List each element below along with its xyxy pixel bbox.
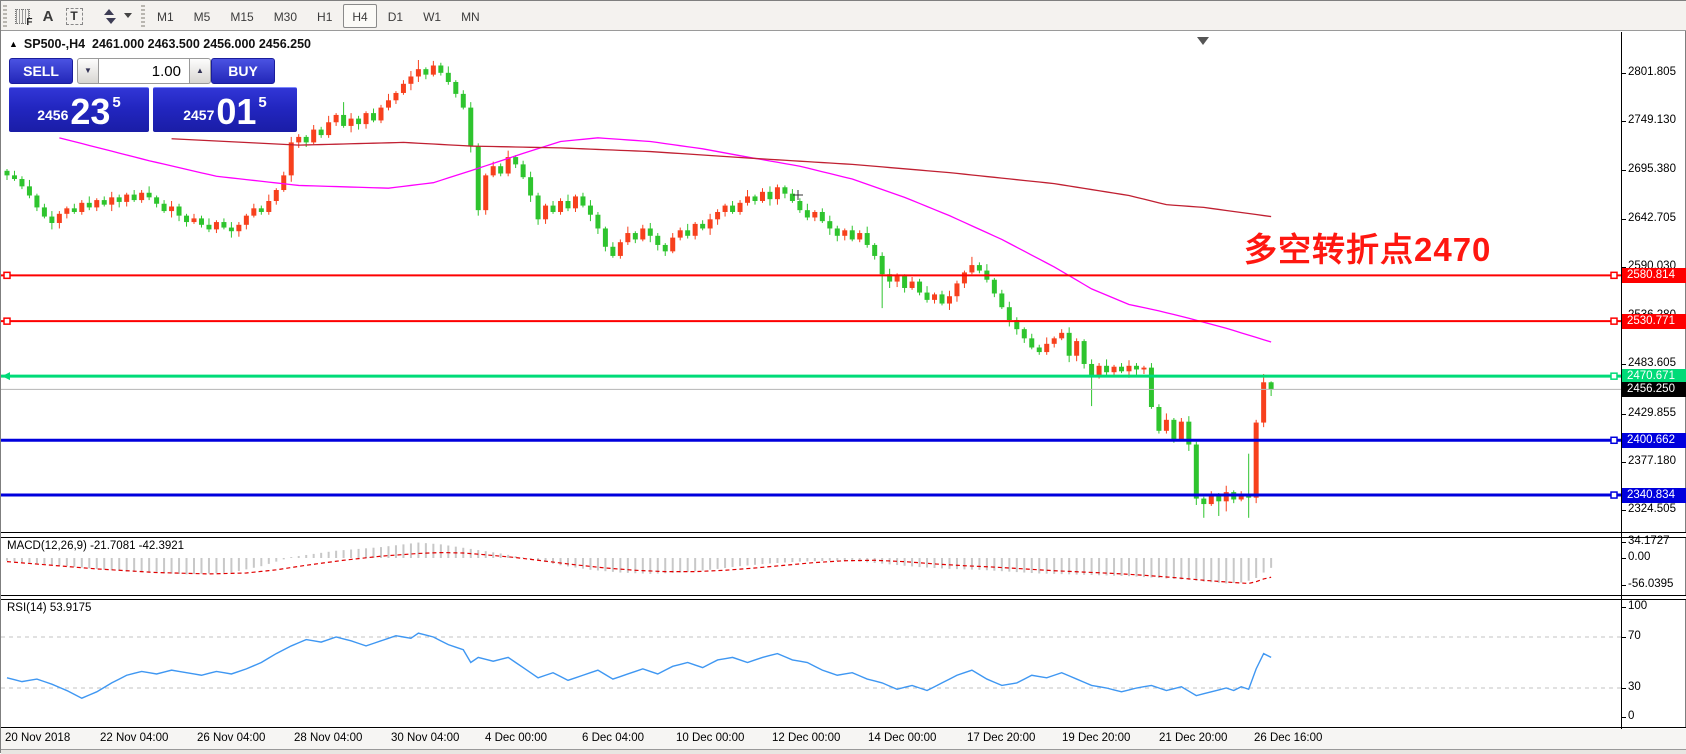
- indicator-scale-label: 0: [1628, 710, 1635, 722]
- time-scale-label: 20 Nov 2018: [5, 732, 71, 744]
- buy-price-big: 01: [216, 91, 257, 132]
- buy-price-sup: 5: [258, 94, 267, 111]
- time-scale-label: 28 Nov 04:00: [294, 732, 363, 744]
- price-tick: [1621, 461, 1626, 463]
- price-scale-label: 2483.605: [1628, 357, 1676, 370]
- time-scale-label: 12 Dec 00:00: [772, 732, 841, 744]
- timeframe-button-m5[interactable]: M5: [193, 10, 211, 24]
- price-tag: 2400.662: [1622, 432, 1686, 448]
- dropdown-caret-icon[interactable]: [124, 13, 132, 18]
- indicator-tick: [1621, 542, 1626, 543]
- toolbar: F A T M1 M5 M15 M30 H1 H4 D1 W1 MN: [1, 1, 1686, 31]
- indicator-scale-label: 0.00: [1628, 551, 1651, 563]
- time-scale-label: 21 Dec 20:00: [1159, 732, 1228, 744]
- price-tick: [1621, 73, 1626, 74]
- ohlc-values: 2461.000 2463.500 2456.000 2456.250: [92, 37, 311, 51]
- indicator-scale-label: 100: [1628, 600, 1648, 612]
- price-tick: [1621, 170, 1626, 172]
- price-axis-border: [1621, 32, 1622, 749]
- time-scale-label: 22 Nov 04:00: [100, 732, 169, 744]
- rsi-panel-canvas[interactable]: [1, 600, 1621, 727]
- timeframe-toolbar: M1 M5 M15 M30 H1 H4 D1 W1 MN: [147, 3, 490, 29]
- timeframe-button-h4[interactable]: H4: [343, 4, 377, 28]
- text-label-icon[interactable]: T: [63, 4, 85, 28]
- volume-input[interactable]: [99, 58, 189, 84]
- time-scale-label: 30 Nov 04:00: [391, 732, 460, 744]
- chart-header: ▲ SP500-,H4 2461.000 2463.500 2456.000 24…: [9, 37, 311, 51]
- timeframe-button-w1[interactable]: W1: [423, 10, 442, 24]
- indicator-tick: [1621, 688, 1626, 689]
- indicator-scale-label: 34.1727: [1628, 535, 1670, 547]
- indicator-tick: [1621, 717, 1626, 718]
- timeframe-button-h1[interactable]: H1: [317, 10, 333, 24]
- toolbar-gripper[interactable]: [3, 5, 7, 27]
- symbol-title: SP500-,H4: [23, 37, 86, 51]
- price-tag: 2340.834: [1622, 487, 1686, 503]
- indicator-tick: [1621, 607, 1626, 608]
- sell-price-big: 23: [70, 91, 111, 132]
- time-scale-label: 14 Dec 00:00: [868, 732, 937, 744]
- indicator-tick: [1621, 585, 1626, 586]
- price-scale-label: 2801.805: [1628, 66, 1676, 78]
- grid-f-icon[interactable]: F: [9, 4, 35, 28]
- toolbar-gripper-2[interactable]: [141, 5, 145, 27]
- price-scale-label: 2429.855: [1628, 406, 1676, 419]
- price-scale-label: 2642.705: [1628, 211, 1676, 224]
- panel-separator[interactable]: [1, 532, 1686, 538]
- volume-increase-button[interactable]: ▲: [189, 58, 211, 84]
- volume-decrease-button[interactable]: ▼: [77, 58, 99, 84]
- price-scale-label: 2324.505: [1628, 503, 1676, 515]
- data-window-arrow-icon[interactable]: ▲: [9, 39, 18, 49]
- price-tick: [1621, 218, 1626, 220]
- indicator-scale-label: 70: [1628, 630, 1641, 642]
- time-scale-label: 17 Dec 20:00: [967, 732, 1036, 744]
- timeframe-button-m15[interactable]: M15: [230, 10, 254, 24]
- grid-icon: F: [14, 8, 33, 27]
- price-tag: 2530.771: [1622, 313, 1686, 329]
- price-scale-label: 2749.130: [1628, 114, 1676, 127]
- chart-annotation-text: 多空转折点2470: [1244, 231, 1492, 268]
- time-scale-label: 26 Nov 04:00: [197, 732, 266, 744]
- price-tick: [1621, 510, 1626, 511]
- price-tick: [1621, 364, 1626, 366]
- time-scale-label: 19 Dec 20:00: [1062, 732, 1131, 744]
- indicator-tick: [1621, 558, 1626, 559]
- time-scale-label: 4 Dec 00:00: [485, 732, 548, 744]
- buy-price-small: 2457: [183, 107, 215, 123]
- price-tick: [1621, 413, 1626, 415]
- macd-label: MACD(12,26,9) -21.7081 -42.3921: [7, 540, 185, 552]
- buy-price-box[interactable]: 2457 01 5: [153, 87, 297, 132]
- window-bottom-edge: [1, 749, 1686, 754]
- sell-button[interactable]: SELL: [9, 58, 73, 84]
- price-tag: 2580.814: [1622, 267, 1686, 283]
- time-scale[interactable]: 20 Nov 2018 22 Nov 04:00 26 Nov 04:00 28 No…: [1, 729, 1686, 749]
- time-scale-label: 26 Dec 16:00: [1254, 732, 1323, 744]
- font-a-icon[interactable]: A: [42, 7, 54, 25]
- time-scale-label: 10 Dec 00:00: [676, 732, 745, 744]
- time-scale-label: 6 Dec 04:00: [582, 732, 645, 744]
- sell-price-box[interactable]: 2456 23 5: [9, 87, 149, 132]
- price-tag: 2470.671: [1622, 368, 1686, 384]
- sell-price-small: 2456: [37, 107, 69, 123]
- price-tick: [1621, 121, 1626, 123]
- arrows-tool-icon[interactable]: [97, 4, 121, 28]
- panel-separator[interactable]: [1, 595, 1686, 600]
- rsi-label: RSI(14) 53.9175: [7, 602, 92, 614]
- indicator-scale-label: 30: [1628, 681, 1641, 693]
- buy-button[interactable]: BUY: [211, 58, 275, 84]
- timeframe-button-d1[interactable]: D1: [387, 10, 404, 24]
- sell-price-sup: 5: [112, 94, 121, 111]
- indicator-tick: [1621, 637, 1626, 638]
- price-scale-label: 2377.180: [1628, 454, 1676, 467]
- sort-arrows-icon: [104, 9, 116, 24]
- macd-panel-canvas[interactable]: [1, 538, 1621, 594]
- price-tag: 2456.250: [1622, 381, 1686, 397]
- timeframe-button-m1[interactable]: M1: [157, 10, 174, 24]
- indicator-scale-label: -56.0395: [1628, 578, 1674, 590]
- price-tick: [1621, 266, 1626, 268]
- timeframe-button-m30[interactable]: M30: [273, 10, 298, 24]
- price-scale-label: 2695.380: [1628, 163, 1676, 176]
- timeframe-button-mn[interactable]: MN: [461, 10, 480, 24]
